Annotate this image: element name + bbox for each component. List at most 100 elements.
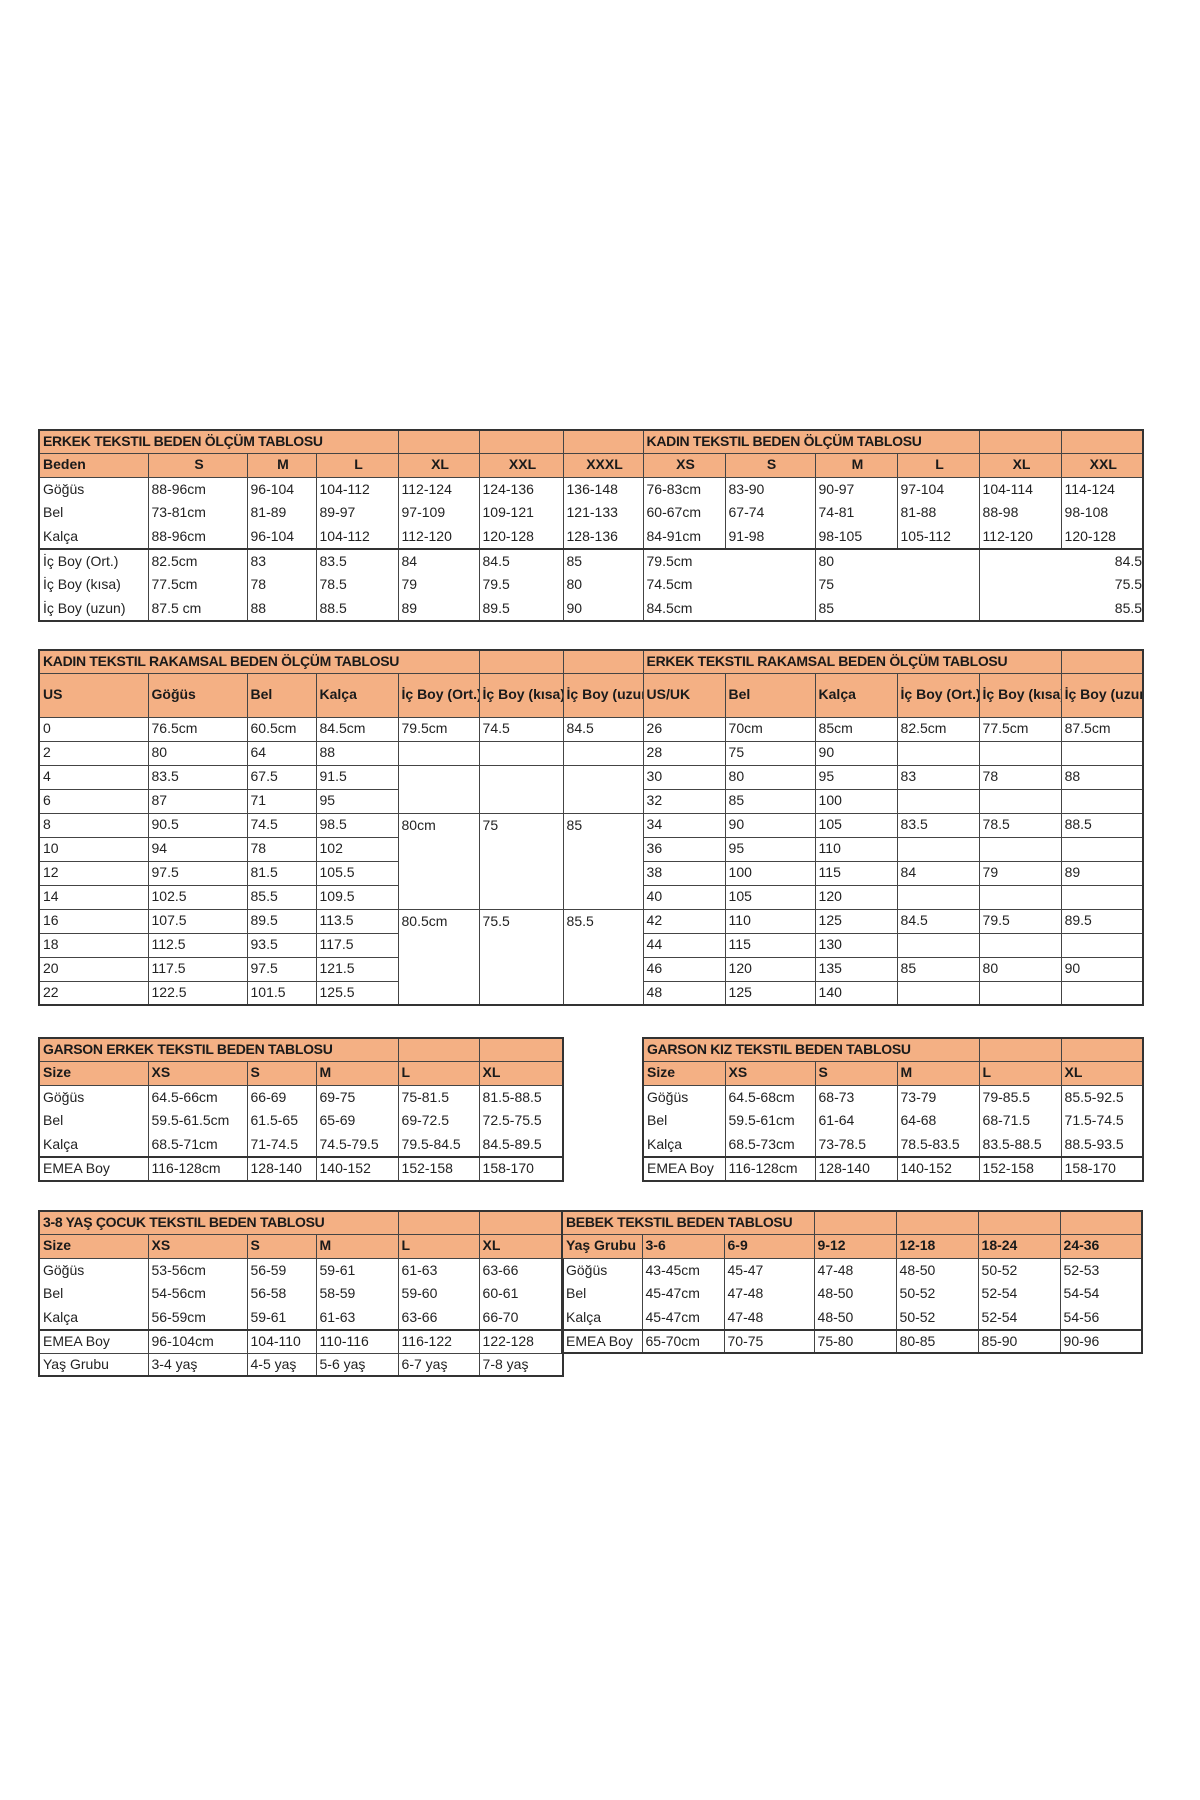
table-cell: 79.5: [978, 908, 1062, 934]
table-cell: 107.5: [147, 908, 248, 934]
table-cell: 45-47cm: [641, 1282, 725, 1306]
garson-erkek-table: GARSON ERKEK TEKSTIL BEDEN TABLOSU Size XS…: [38, 1037, 565, 1182]
table-cell: 45-47: [723, 1257, 815, 1282]
table-row: 14 102.5 85.5 109.5 40 105 120: [38, 884, 1144, 910]
table-cell: 74.5: [246, 812, 317, 838]
column-header: XL: [478, 1233, 564, 1259]
table-cell: 88-96cm: [147, 525, 248, 550]
table-cell: 60.5cm: [246, 716, 317, 742]
empty-cell: [1060, 429, 1144, 454]
table-cell: 3-4 yaş: [147, 1352, 248, 1377]
table-cell: 68-71.5: [978, 1109, 1062, 1133]
table-cell: 79.5cm: [397, 716, 480, 742]
column-header: 12-18: [895, 1233, 979, 1259]
table-cell: 128-140: [246, 1156, 317, 1182]
empty-cell: [1060, 740, 1144, 766]
table-cell: 64.5-68cm: [724, 1084, 816, 1109]
title-row: BEBEK TEKSTIL BEDEN TABLOSU: [561, 1210, 1143, 1235]
table-cell: 61-64: [814, 1109, 898, 1133]
table-cell: 38: [642, 860, 726, 886]
table-cell: 104-112: [315, 525, 399, 550]
table-cell: Göğüs: [38, 1257, 149, 1282]
table-cell: 96-104cm: [147, 1329, 248, 1354]
table-cell: 80: [814, 548, 980, 573]
table-cell: 28: [642, 740, 726, 766]
column-header: L: [896, 452, 980, 478]
table-cell: 79: [397, 573, 480, 597]
column-header: XXL: [1060, 452, 1144, 478]
table-row: Bel 59.5-61cm 61-64 64-68 68-71.5 71.5-74.5: [642, 1109, 1144, 1133]
empty-cell: [896, 884, 980, 910]
column-header: İç Boy (uzun): [562, 672, 644, 718]
table-row: 10 94 78 102 36 95 110: [38, 836, 1144, 862]
table-row: EMEA Boy 116-128cm 128-140 140-152 152-158 15…: [642, 1156, 1144, 1182]
table-cell: 104-114: [978, 476, 1062, 501]
table-cell: Göğüs: [38, 476, 149, 501]
table-title: BEBEK TEKSTIL BEDEN TABLOSU: [561, 1210, 815, 1235]
table-cell: 6: [38, 788, 149, 814]
table-cell: Göğüs: [561, 1257, 643, 1282]
table-cell: 50-52: [895, 1282, 979, 1306]
table-cell: 78: [978, 764, 1062, 790]
column-header: 18-24: [977, 1233, 1061, 1259]
table-cell: 115: [724, 932, 816, 958]
table-cell: 109.5: [315, 884, 399, 910]
column-header: İç Boy (kısa): [978, 672, 1062, 718]
table-cell: 63-66: [397, 1306, 480, 1331]
table-cell: 120-128: [478, 525, 564, 550]
table-cell: 76-83cm: [642, 476, 726, 501]
table-cell: 83.5: [147, 764, 248, 790]
table-cell: 81.5: [246, 860, 317, 886]
table-cell: 78: [246, 836, 317, 862]
empty-cell: [978, 1037, 1062, 1062]
table-cell: 124-136: [478, 476, 564, 501]
table-cell: 98.5: [315, 812, 399, 838]
table-cell: 120: [724, 956, 816, 982]
table-cell: 120-128: [1060, 525, 1144, 550]
garson-kiz-table: GARSON KIZ TEKSTIL BEDEN TABLOSU Size XS S M…: [642, 1037, 1145, 1182]
table-cell: 105-112: [896, 525, 980, 550]
bebek-table: BEBEK TEKSTIL BEDEN TABLOSU Yaş Grubu 3-6 6…: [561, 1210, 1144, 1354]
title-row: ERKEK TEKSTIL BEDEN ÖLÇÜM TABLOSU KADIN T…: [38, 429, 1144, 454]
header-row: US Göğüs Bel Kalça İç Boy (Ort.) İç Boy (kısa…: [38, 672, 1144, 718]
table-cell: 116-128cm: [147, 1156, 248, 1182]
table-row: Bel 45-47cm 47-48 48-50 50-52 52-54 54-54: [561, 1282, 1143, 1306]
table-cell: 75-80: [813, 1329, 897, 1354]
header-row: Size XS S M L XL: [38, 1060, 564, 1086]
empty-cell: [562, 429, 644, 454]
table-cell: 158-170: [1060, 1156, 1144, 1182]
table-cell: 88: [246, 597, 317, 622]
table-cell: 95: [315, 788, 399, 814]
empty-cell: [1060, 649, 1144, 674]
table-cell: 75.5: [978, 573, 1144, 597]
table-cell: 73-79: [896, 1084, 980, 1109]
table-title: 3-8 YAŞ ÇOCUK TEKSTIL BEDEN TABLOSU: [38, 1210, 399, 1235]
table-cell: 85: [562, 812, 644, 910]
column-header: M: [896, 1060, 980, 1086]
table-cell: 43-45cm: [641, 1257, 725, 1282]
table-cell: 101.5: [246, 980, 317, 1006]
table-cell: 128-140: [814, 1156, 898, 1182]
table-cell: 68-73: [814, 1084, 898, 1109]
table-cell: 85.5: [246, 884, 317, 910]
column-header: İç Boy (uzun): [1060, 672, 1144, 718]
column-header: Beden: [38, 452, 149, 478]
table-cell: 80.5cm: [397, 908, 480, 1006]
empty-cell: [978, 429, 1062, 454]
empty-cell: [813, 1210, 897, 1235]
table-cell: 116-122: [397, 1329, 480, 1354]
table-cell: 89: [397, 597, 480, 622]
table-cell: 98-105: [814, 525, 898, 550]
table-row: 12 97.5 81.5 105.5 38 100 115 84 79 89: [38, 860, 1144, 886]
table-cell: 71: [246, 788, 317, 814]
empty-cell: [397, 764, 480, 814]
table-cell: 105: [814, 812, 898, 838]
table-cell: 74.5-79.5: [315, 1133, 399, 1158]
table-cell: 88: [315, 740, 399, 766]
table-cell: 102.5: [147, 884, 248, 910]
table-cell: 83-90: [724, 476, 816, 501]
table-cell: 22: [38, 980, 149, 1006]
table-cell: 7-8 yaş: [478, 1352, 564, 1377]
table-cell: 136-148: [562, 476, 644, 501]
empty-cell: [478, 740, 564, 766]
